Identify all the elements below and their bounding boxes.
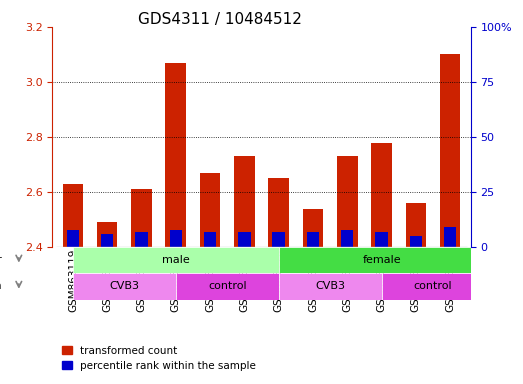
- Text: gender: gender: [0, 255, 2, 265]
- Text: female: female: [362, 255, 401, 265]
- Bar: [73, 273, 176, 300]
- Bar: [371, 142, 392, 247]
- Bar: [165, 63, 186, 247]
- Bar: [440, 55, 460, 247]
- Bar: [382, 273, 484, 300]
- Text: infection: infection: [0, 281, 2, 291]
- Bar: [63, 184, 83, 247]
- Bar: [124, 27, 158, 247]
- Bar: [227, 27, 262, 247]
- Bar: [97, 222, 118, 247]
- Bar: [135, 232, 147, 247]
- Bar: [433, 27, 467, 247]
- Bar: [238, 232, 251, 247]
- Bar: [307, 232, 319, 247]
- Text: control: control: [414, 281, 452, 291]
- Bar: [131, 189, 152, 247]
- Bar: [296, 27, 330, 247]
- Bar: [303, 209, 323, 247]
- Bar: [279, 273, 382, 300]
- Text: CVB3: CVB3: [109, 281, 139, 291]
- Bar: [399, 27, 433, 247]
- Bar: [341, 230, 354, 247]
- Bar: [337, 156, 358, 247]
- Legend: transformed count, percentile rank within the sample: transformed count, percentile rank withi…: [58, 341, 260, 375]
- Bar: [405, 203, 426, 247]
- Text: CVB3: CVB3: [315, 281, 345, 291]
- Bar: [200, 173, 220, 247]
- Bar: [279, 247, 484, 273]
- Bar: [365, 27, 399, 247]
- Bar: [330, 27, 365, 247]
- Text: control: control: [208, 281, 246, 291]
- Bar: [101, 234, 113, 247]
- Bar: [56, 27, 90, 247]
- Bar: [262, 27, 296, 247]
- Bar: [444, 227, 456, 247]
- Text: male: male: [162, 255, 190, 265]
- Bar: [234, 156, 255, 247]
- Bar: [73, 247, 279, 273]
- Bar: [376, 232, 388, 247]
- Bar: [67, 230, 79, 247]
- Bar: [193, 27, 227, 247]
- Bar: [90, 27, 124, 247]
- Bar: [410, 236, 422, 247]
- Bar: [204, 232, 216, 247]
- Text: GDS4311 / 10484512: GDS4311 / 10484512: [138, 12, 302, 26]
- Bar: [169, 230, 182, 247]
- Bar: [176, 273, 279, 300]
- Bar: [158, 27, 193, 247]
- Bar: [268, 178, 289, 247]
- Bar: [272, 232, 285, 247]
